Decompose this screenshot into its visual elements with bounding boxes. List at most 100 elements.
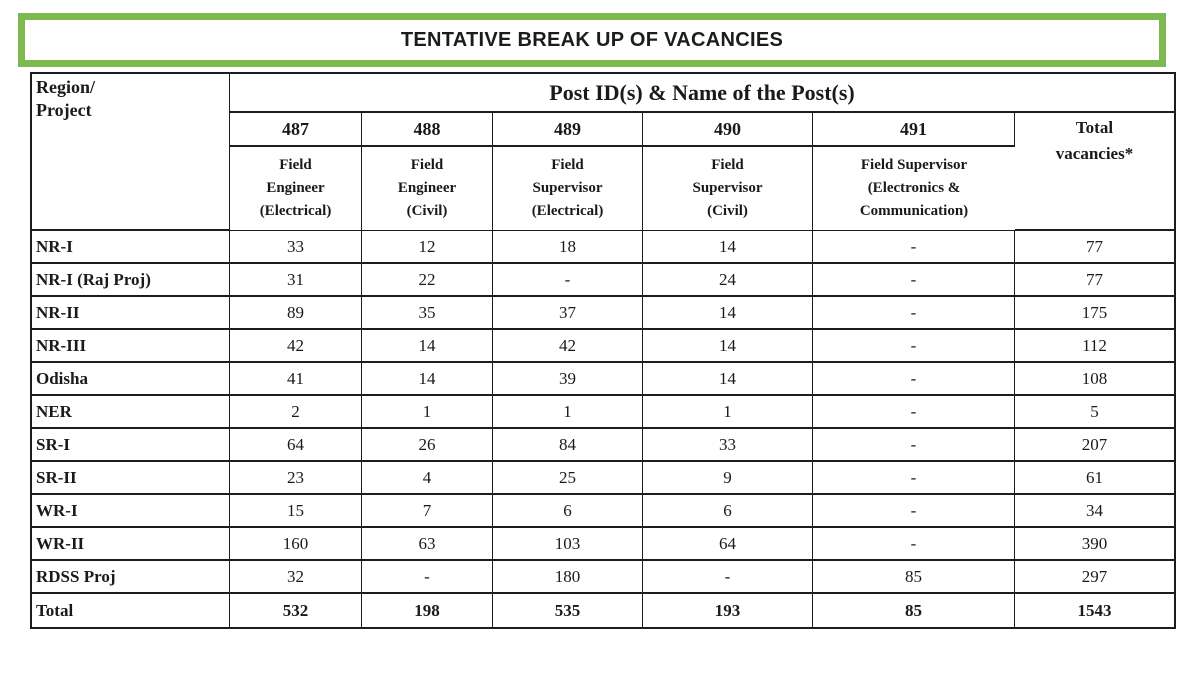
vacancy-value: 26 — [362, 428, 493, 461]
vacancy-value: 175 — [1015, 296, 1174, 329]
vacancy-value: 1 — [362, 395, 493, 428]
vacancy-value: 33 — [643, 428, 813, 461]
vacancy-value: 31 — [230, 263, 362, 296]
post-name-line: (Electrical) — [259, 203, 332, 220]
vacancy-value: - — [813, 461, 1015, 494]
post-name-line: (Electrical) — [531, 203, 604, 220]
post-name-header: Field Supervisor (Electronics & Communicat… — [813, 146, 1015, 230]
post-name-line: Communication) — [859, 203, 969, 220]
table-row: NR-II 89 35 37 14-175 — [32, 296, 1174, 329]
region-label: SR-I — [32, 428, 230, 461]
vacancy-value: 42 — [230, 329, 362, 362]
vacancy-value: 112 — [1015, 329, 1174, 362]
table-row: RDSS Proj 32-180-85 297 — [32, 560, 1174, 593]
region-label: RDSS Proj — [32, 560, 230, 593]
vacancy-value: - — [813, 263, 1015, 296]
post-name-line: Engineer — [397, 179, 457, 196]
vacancy-value: - — [813, 230, 1015, 263]
post-name-line: Supervisor — [692, 179, 763, 196]
vacancy-value: 2 — [230, 395, 362, 428]
region-label: SR-II — [32, 461, 230, 494]
vacancy-value: 61 — [1015, 461, 1174, 494]
table-row: Odisha 41 14 39 14-108 — [32, 362, 1174, 395]
project-header-line: Project — [36, 100, 92, 121]
vacancy-value: 84 — [493, 428, 643, 461]
vacancy-value: 39 — [493, 362, 643, 395]
vacancy-value: - — [813, 527, 1015, 560]
vacancy-value: 23 — [230, 461, 362, 494]
post-name-header: Field Engineer (Electrical) — [230, 146, 362, 230]
region-label: NR-III — [32, 329, 230, 362]
total-header-line: vacancies* — [1055, 143, 1134, 163]
vacancy-value: 41 — [230, 362, 362, 395]
vacancy-value: 6 — [493, 494, 643, 527]
vacancy-value: 14 — [362, 362, 493, 395]
vacancy-value: 1 — [643, 395, 813, 428]
vacancy-value: 64 — [230, 428, 362, 461]
post-name-line: Field — [551, 156, 584, 173]
region-project-header: Region/ Project — [32, 74, 230, 230]
post-name-line: Field Supervisor — [860, 156, 968, 173]
vacancy-value: 35 — [362, 296, 493, 329]
vacancy-value: - — [813, 362, 1015, 395]
vacancy-value: 42 — [493, 329, 643, 362]
region-label: NER — [32, 395, 230, 428]
vacancy-value: 25 — [493, 461, 643, 494]
vacancy-value: 4 — [362, 461, 493, 494]
post-name-line: Field — [711, 156, 744, 173]
vacancy-value: 89 — [230, 296, 362, 329]
post-id-group-header: Post ID(s) & Name of the Post(s) — [230, 74, 1174, 112]
vacancy-value: 14 — [643, 329, 813, 362]
vacancy-value: - — [362, 560, 493, 593]
region-header-line: Region/ — [36, 77, 96, 97]
vacancy-value: 77 — [1015, 230, 1174, 263]
post-name-line: Engineer — [266, 179, 325, 196]
vacancy-value: 390 — [1015, 527, 1174, 560]
total-row: Total 532 198 535 193 85 1543 — [32, 593, 1174, 627]
vacancy-value: 1 — [493, 395, 643, 428]
vacancy-value: 7 — [362, 494, 493, 527]
vacancy-value: 34 — [1015, 494, 1174, 527]
post-id-header-491: 491 — [813, 112, 1015, 146]
vacancy-value: 85 — [813, 560, 1015, 593]
vacancy-value: 14 — [643, 362, 813, 395]
post-name-line: Field — [279, 156, 312, 173]
vacancy-value: 9 — [643, 461, 813, 494]
vacancy-value: 180 — [493, 560, 643, 593]
vacancy-value: 207 — [1015, 428, 1174, 461]
region-label: WR-I — [32, 494, 230, 527]
table-row: NR-I 33 12 18 14-77 — [32, 230, 1174, 263]
vacancy-value: 24 — [643, 263, 813, 296]
region-label: NR-I (Raj Proj) — [32, 263, 230, 296]
post-name-header: Field Engineer (Civil) — [362, 146, 493, 230]
post-name-line: Supervisor — [532, 179, 603, 196]
vacancy-value: - — [813, 329, 1015, 362]
vacancy-value: 14 — [643, 296, 813, 329]
vacancy-value: 103 — [493, 527, 643, 560]
vacancy-value: 33 — [230, 230, 362, 263]
header-row-post-names: Field Engineer (Electrical) Field Engineer (C… — [32, 146, 1174, 230]
vacancy-value: 532 — [230, 593, 362, 627]
post-name-line: (Civil) — [707, 203, 748, 220]
vacancy-value: 14 — [643, 230, 813, 263]
region-label: WR-II — [32, 527, 230, 560]
vacancy-value: - — [813, 494, 1015, 527]
vacancy-value: 15 — [230, 494, 362, 527]
total-header-line: Total — [1075, 118, 1114, 137]
table-row: NR-III 42 14 42 14-112 — [32, 329, 1174, 362]
post-name-line: Field — [410, 156, 444, 173]
vacancy-value: 77 — [1015, 263, 1174, 296]
vacancy-value: 14 — [362, 329, 493, 362]
header-row-group: Region/ Project Post ID(s) & Name of the… — [32, 74, 1174, 230]
vacancy-value: 160 — [230, 527, 362, 560]
vacancy-value: - — [813, 296, 1015, 329]
vacancy-value: 108 — [1015, 362, 1174, 395]
table-row: SR-II 23 4 25 9-61 — [32, 461, 1174, 494]
vacancy-table: Region/ Project Post ID(s) & Name of the… — [30, 72, 1176, 629]
total-vacancies-header: Total vacancies* — [1015, 112, 1174, 230]
vacancy-value: 1543 — [1015, 593, 1174, 627]
vacancy-value: 63 — [362, 527, 493, 560]
region-label: NR-II — [32, 296, 230, 329]
table-row: SR-I 64 26 84 33-207 — [32, 428, 1174, 461]
